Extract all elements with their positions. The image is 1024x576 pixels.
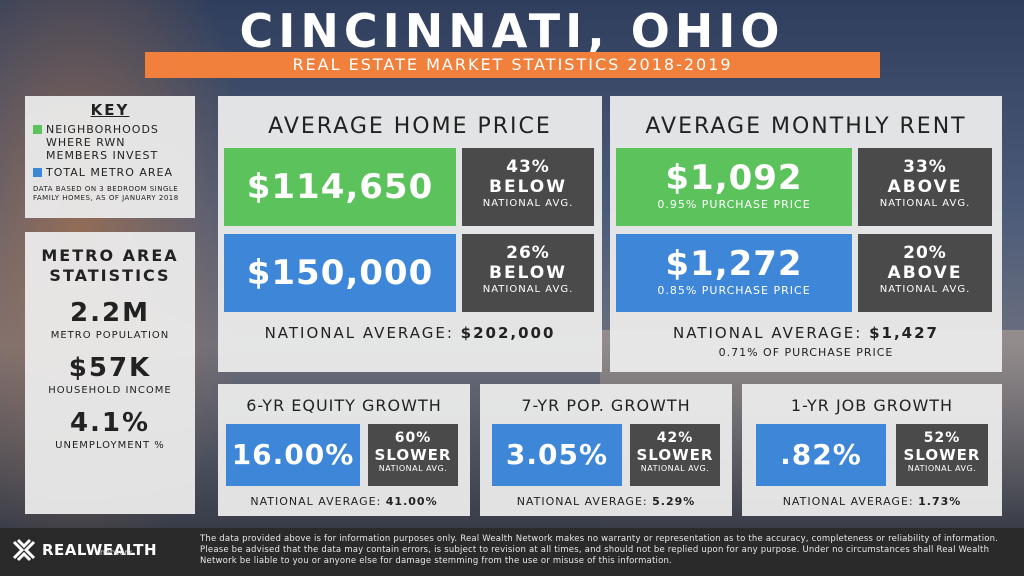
equity-value: 16.00% bbox=[226, 424, 360, 486]
rwn-home-price-value: $114,650 bbox=[246, 167, 434, 207]
household-income-label: HOUSEHOLD INCOME bbox=[48, 385, 172, 396]
key-green-label: NEIGHBORHOODS WHERE RWN MEMBERS INVEST bbox=[46, 123, 159, 162]
metro-stats-panel: METRO AREA STATISTICS 2.2M METRO POPULAT… bbox=[25, 232, 195, 514]
realwealth-logo-icon bbox=[12, 538, 36, 562]
metro-rent-compare-word: ABOVE bbox=[887, 263, 963, 283]
rent-national-label: NATIONAL AVERAGE: bbox=[673, 324, 863, 342]
job-growth-panel: 1-YR JOB GROWTH .82% 52% SLOWER NATIONAL… bbox=[742, 384, 1002, 516]
metro-home-compare-sub: NATIONAL AVG. bbox=[482, 284, 574, 295]
metro-rent-compare-pct: 20% bbox=[903, 243, 947, 263]
realwealth-logo[interactable]: REALWEALTH bbox=[12, 538, 157, 562]
home-price-panel: AVERAGE HOME PRICE $114,650 43% BELOW NA… bbox=[218, 96, 602, 372]
equity-growth-panel: 6-YR EQUITY GROWTH 16.00% 60% SLOWER NAT… bbox=[218, 384, 470, 516]
home-price-title: AVERAGE HOME PRICE bbox=[268, 114, 552, 139]
metro-population-value: 2.2M bbox=[70, 298, 150, 328]
jobs-national-label: NATIONAL AVERAGE: bbox=[782, 495, 914, 508]
metro-rent-box: $1,272 0.85% PURCHASE PRICE bbox=[616, 234, 852, 312]
equity-compare-sub: NATIONAL AVG. bbox=[378, 464, 448, 473]
rwn-home-compare-sub: NATIONAL AVG. bbox=[482, 198, 574, 209]
rwn-home-compare-box: 43% BELOW NATIONAL AVG. bbox=[462, 148, 594, 226]
green-swatch-icon bbox=[33, 125, 42, 134]
key-note: DATA BASED ON 3 BEDROOM SINGLE FAMILY HO… bbox=[33, 185, 179, 202]
rwn-home-price-box: $114,650 bbox=[224, 148, 456, 226]
jobs-compare-pct: 52% bbox=[923, 430, 961, 446]
metro-home-compare-word: BELOW bbox=[489, 263, 567, 283]
equity-compare-word: SLOWER bbox=[374, 446, 452, 464]
rent-national-value: $1,427 bbox=[869, 324, 939, 342]
metro-home-price-value: $150,000 bbox=[246, 253, 434, 293]
equity-title: 6-YR EQUITY GROWTH bbox=[246, 396, 442, 415]
rwn-home-compare-word: BELOW bbox=[489, 177, 567, 197]
equity-national-label: NATIONAL AVERAGE: bbox=[250, 495, 382, 508]
rwn-rent-box: $1,092 0.95% PURCHASE PRICE bbox=[616, 148, 852, 226]
rwn-rent-compare-word: ABOVE bbox=[887, 177, 963, 197]
rent-title: AVERAGE MONTHLY RENT bbox=[645, 114, 967, 139]
logo-text: REALWEALTH bbox=[42, 541, 158, 559]
population-title: 7-YR POP. GROWTH bbox=[521, 396, 691, 415]
rent-national-sub: 0.71% OF PURCHASE PRICE bbox=[718, 346, 894, 359]
jobs-compare-box: 52% SLOWER NATIONAL AVG. bbox=[896, 424, 988, 486]
footer: REALWEALTH network The data provided abo… bbox=[0, 528, 1024, 576]
metro-rent-value: $1,272 bbox=[665, 244, 803, 284]
metro-home-price-box: $150,000 bbox=[224, 234, 456, 312]
jobs-value: .82% bbox=[756, 424, 886, 486]
page-title: CINCINNATI, OHIO bbox=[239, 4, 785, 58]
key-item-metro: TOTAL METRO AREA bbox=[33, 166, 187, 179]
rwn-rent-compare-box: 33% ABOVE NATIONAL AVG. bbox=[858, 148, 992, 226]
home-national-label: NATIONAL AVERAGE: bbox=[264, 324, 454, 342]
rent-national-average: NATIONAL AVERAGE: $1,427 bbox=[610, 324, 1002, 342]
metro-rent-compare-box: 20% ABOVE NATIONAL AVG. bbox=[858, 234, 992, 312]
household-income-value: $57K bbox=[68, 353, 152, 383]
unemployment-value: 4.1% bbox=[69, 408, 151, 438]
population-national-label: NATIONAL AVERAGE: bbox=[516, 495, 648, 508]
metro-population-label: METRO POPULATION bbox=[50, 330, 170, 341]
population-compare-box: 42% SLOWER NATIONAL AVG. bbox=[630, 424, 720, 486]
key-panel: KEY NEIGHBORHOODS WHERE RWN MEMBERS INVE… bbox=[25, 96, 195, 218]
rwn-home-compare-pct: 43% bbox=[506, 157, 550, 177]
jobs-national-average: NATIONAL AVERAGE: 1.73% bbox=[742, 495, 1002, 508]
logo-subtext: network bbox=[100, 548, 133, 557]
blue-swatch-icon bbox=[33, 168, 42, 177]
equity-national-value: 41.00% bbox=[385, 495, 438, 508]
key-blue-label: TOTAL METRO AREA bbox=[46, 166, 173, 179]
jobs-title: 1-YR JOB GROWTH bbox=[790, 396, 954, 415]
rwn-rent-compare-sub: NATIONAL AVG. bbox=[879, 198, 971, 209]
population-compare-word: SLOWER bbox=[636, 446, 714, 464]
monthly-rent-panel: AVERAGE MONTHLY RENT $1,092 0.95% PURCHA… bbox=[610, 96, 1002, 372]
population-compare-pct: 42% bbox=[656, 430, 694, 446]
metro-heading: METRO AREA STATISTICS bbox=[41, 246, 179, 285]
metro-home-compare-pct: 26% bbox=[506, 243, 550, 263]
disclaimer-text: The data provided above is for informati… bbox=[200, 534, 999, 566]
population-growth-panel: 7-YR POP. GROWTH 3.05% 42% SLOWER NATION… bbox=[480, 384, 732, 516]
equity-compare-box: 60% SLOWER NATIONAL AVG. bbox=[368, 424, 458, 486]
key-item-rwn: NEIGHBORHOODS WHERE RWN MEMBERS INVEST bbox=[33, 123, 187, 162]
rwn-rent-sub: 0.95% PURCHASE PRICE bbox=[657, 198, 811, 211]
metro-home-compare-box: 26% BELOW NATIONAL AVG. bbox=[462, 234, 594, 312]
home-national-average: NATIONAL AVERAGE: $202,000 bbox=[218, 324, 602, 342]
jobs-national-value: 1.73% bbox=[918, 495, 962, 508]
metro-rent-sub: 0.85% PURCHASE PRICE bbox=[657, 284, 811, 297]
population-national-average: NATIONAL AVERAGE: 5.29% bbox=[480, 495, 732, 508]
rwn-rent-value: $1,092 bbox=[665, 158, 803, 198]
equity-compare-pct: 60% bbox=[394, 430, 432, 446]
population-value: 3.05% bbox=[492, 424, 622, 486]
home-national-value: $202,000 bbox=[460, 324, 556, 342]
jobs-compare-sub: NATIONAL AVG. bbox=[907, 464, 977, 473]
metro-rent-compare-sub: NATIONAL AVG. bbox=[879, 284, 971, 295]
page-subtitle: REAL ESTATE MARKET STATISTICS 2018-2019 bbox=[145, 52, 880, 78]
equity-national-average: NATIONAL AVERAGE: 41.00% bbox=[218, 495, 470, 508]
unemployment-label: UNEMPLOYMENT % bbox=[55, 440, 165, 451]
population-compare-sub: NATIONAL AVG. bbox=[640, 464, 710, 473]
key-heading: KEY bbox=[90, 101, 130, 119]
population-national-value: 5.29% bbox=[652, 495, 696, 508]
rwn-rent-compare-pct: 33% bbox=[903, 157, 947, 177]
jobs-compare-word: SLOWER bbox=[903, 446, 981, 464]
